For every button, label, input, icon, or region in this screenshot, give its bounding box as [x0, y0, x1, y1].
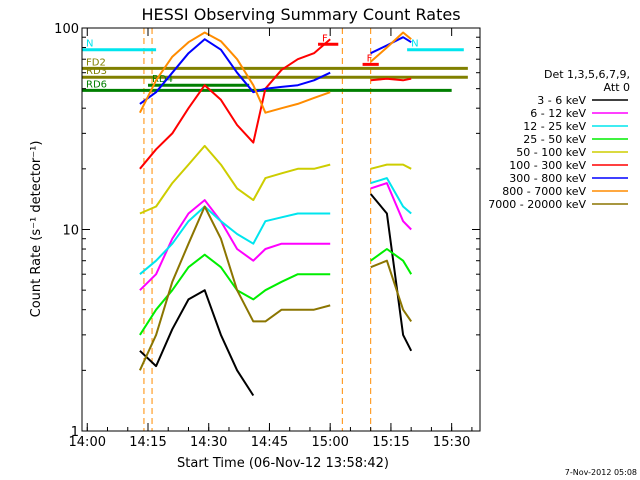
series-line-1-0 — [139, 199, 331, 291]
legend-label-1: 6 - 12 keV — [530, 107, 586, 120]
series-line-0-1 — [369, 193, 413, 352]
footer-timestamp: 7-Nov-2012 05:08 — [565, 468, 637, 477]
x-tick-label-5: 15:15 — [372, 435, 409, 450]
y-tick-label-0: 1 — [71, 425, 79, 440]
series-line-8-0 — [138, 205, 331, 371]
annotation-label-6: F — [322, 33, 328, 44]
legend-label-0: 3 - 6 keV — [537, 94, 586, 107]
legend-label-7: 800 - 7000 keV — [502, 185, 586, 198]
series-line-2-0 — [139, 205, 331, 275]
annotation-label-7: F — [367, 53, 373, 64]
legend-label-6: 300 - 800 keV — [509, 172, 586, 185]
annotation-label-3: RD3 — [86, 66, 107, 77]
series-line-4-1 — [370, 163, 412, 170]
legend-label-8: 7000 - 20000 keV — [488, 198, 586, 211]
series-line-0-0 — [139, 289, 255, 397]
plot-frame — [81, 27, 481, 432]
series-line-6-0 — [139, 38, 331, 105]
x-tick-label-3: 14:45 — [251, 435, 288, 450]
legend-label-2: 12 - 25 keV — [523, 120, 586, 133]
x-tick-label-1: 14:15 — [129, 435, 166, 450]
legend-label-4: 50 - 100 keV — [516, 146, 586, 159]
series-line-3-1 — [370, 248, 413, 275]
series-line-5-0 — [139, 38, 331, 170]
y-axis-label: Count Rate (s⁻¹ detector⁻¹) — [29, 141, 44, 318]
annotation-label-5: RD6 — [86, 79, 107, 90]
legend-label-3: 25 - 50 keV — [523, 133, 586, 146]
legend-title-line-1: Det 1,3,5,6,7,9, — [544, 68, 630, 81]
series-line-7-1 — [370, 31, 412, 63]
annotation-label-4: RD4 — [152, 74, 173, 85]
annotation-label-2: FD2 — [86, 57, 106, 68]
series-line-8-1 — [370, 259, 413, 322]
legend-label-5: 100 - 300 keV — [509, 159, 586, 172]
legend-title-line-2: Att 0 — [604, 81, 630, 94]
x-tick-label-6: 15:30 — [433, 435, 470, 450]
x-tick-label-2: 14:30 — [190, 435, 227, 450]
series-line-6-1 — [370, 36, 412, 55]
series-line-5-1 — [370, 77, 412, 82]
x-tick-label-4: 15:00 — [311, 435, 348, 450]
y-tick-label-1: 10 — [62, 224, 79, 239]
series-line-7-0 — [139, 31, 331, 114]
series-line-2-1 — [370, 177, 412, 215]
series-line-1-1 — [370, 182, 412, 231]
x-tick-label-0: 14:00 — [69, 435, 106, 450]
x-axis-label: Start Time (06-Nov-12 13:58:42) — [177, 456, 389, 471]
chart-title: HESSI Observing Summary Count Rates — [141, 5, 460, 24]
annotation-label-0: N — [86, 39, 93, 50]
series-line-4-0 — [139, 144, 331, 215]
y-tick-label-2: 100 — [54, 22, 79, 37]
annotation-label-1: N — [411, 39, 418, 50]
